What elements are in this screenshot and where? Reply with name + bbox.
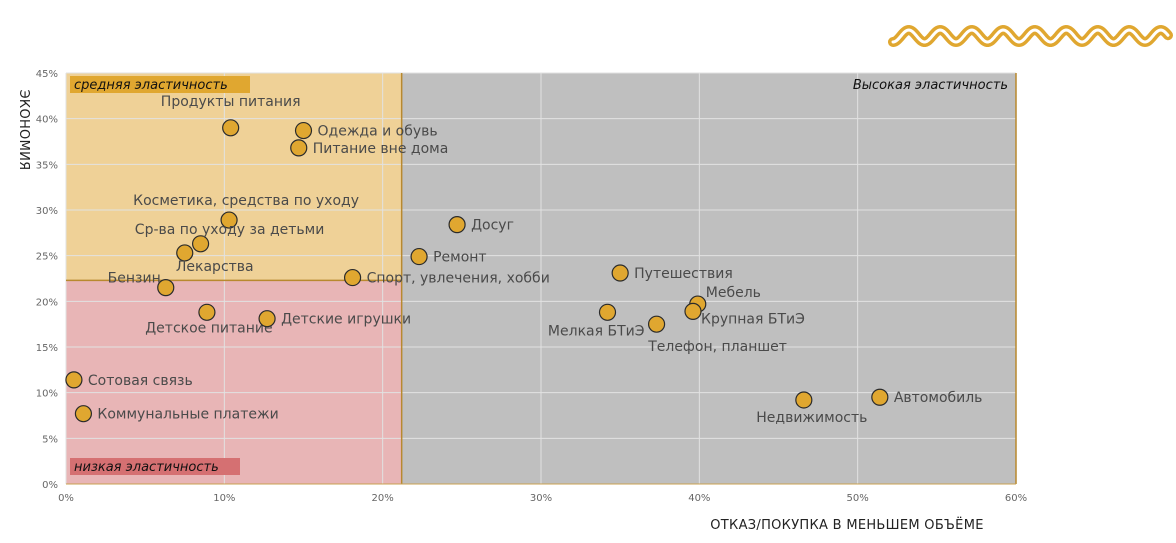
zone-borders	[66, 73, 1017, 485]
data-point	[410, 247, 428, 266]
data-point	[198, 303, 216, 321]
elasticity-zones	[66, 73, 1017, 484]
x-tick-label: 10%	[213, 493, 235, 504]
data-point	[157, 279, 175, 297]
data-point	[176, 244, 194, 262]
data-label: Детские игрушки	[281, 312, 411, 328]
data-label: Лекарства	[176, 259, 254, 275]
zone-low-label: низкая эластичность	[74, 460, 219, 475]
x-tick-label: 20%	[372, 493, 394, 504]
data-label: Бензин	[108, 271, 161, 287]
axis-ticks: 0% 10% 20% 30% 40% 50% 60% 0% 5% 10% 15% 20% 25% 30% 3…	[36, 69, 1027, 504]
zone-low-elasticity	[66, 280, 402, 484]
data-point	[871, 388, 889, 406]
zone-medium-label: средняя эластичность	[74, 78, 228, 93]
data-label: Мелкая БТиЭ	[548, 323, 645, 339]
zone-high-label: Высокая эластичность	[853, 78, 1008, 93]
data-point	[294, 121, 313, 140]
wave-inner	[891, 28, 1170, 44]
data-label: Косметика, средства по уходу	[133, 193, 359, 209]
data-label: Крупная БТиЭ	[701, 311, 805, 327]
data-label: Мебель	[706, 285, 761, 301]
data-point	[611, 264, 629, 282]
x-tick-label: 40%	[688, 493, 710, 504]
zone-low-label-bg	[70, 458, 240, 475]
data-label: Детское питание	[145, 320, 272, 336]
data-point	[220, 211, 238, 229]
y-tick-label: 40%	[36, 115, 58, 126]
x-tick-label: 50%	[847, 493, 869, 504]
y-tick-label: 15%	[36, 343, 58, 354]
data-point	[598, 303, 617, 321]
data-point	[343, 268, 362, 287]
y-tick-label: 45%	[36, 69, 58, 80]
y-tick-label: 0%	[42, 480, 58, 491]
data-label: Ср-ва по уходу за детьми	[135, 222, 325, 238]
data-label: Коммунальные платежи	[97, 407, 278, 423]
data-label: Недвижимость	[756, 410, 867, 426]
data-label: Сотовая связь	[88, 373, 193, 389]
zone-labels: средняя эластичность низкая эластичность В…	[70, 76, 1008, 475]
zone-high-elasticity	[401, 73, 1017, 484]
y-tick-label: 10%	[36, 389, 58, 400]
data-label: Путешествия	[634, 266, 733, 282]
data-label: Питание вне дома	[313, 141, 449, 157]
wave-ornament-icon	[888, 24, 1173, 48]
x-tick-label: 30%	[530, 493, 552, 504]
data-point	[258, 310, 276, 328]
y-tick-label: 20%	[36, 297, 58, 308]
data-label: Телефон, планшет	[647, 339, 787, 355]
data-point	[65, 371, 83, 389]
data-point	[191, 235, 210, 253]
data-point	[290, 139, 308, 157]
x-tick-label: 60%	[1005, 493, 1027, 504]
y-tick-label: 5%	[42, 434, 58, 445]
y-tick-label: 35%	[36, 160, 58, 171]
data-point	[74, 405, 93, 423]
data-point	[684, 302, 702, 320]
zone-medium-elasticity	[66, 73, 402, 281]
data-point	[448, 216, 466, 234]
data-label: Продукты питания	[161, 94, 301, 110]
data-label: Автомобиль	[894, 390, 983, 406]
x-axis-title: ОТКАЗ/ПОКУПКА В МЕНЬШЕМ ОБЪЁМЕ	[710, 517, 983, 533]
data-label: Одежда и обувь	[318, 124, 438, 140]
data-point	[795, 391, 813, 409]
data-point	[647, 315, 666, 333]
y-axis-title: ЭКОНОМИЯ	[16, 90, 31, 171]
y-tick-label: 30%	[36, 206, 58, 217]
data-label: Досуг	[471, 218, 514, 234]
data-label: Ремонт	[433, 250, 487, 266]
data-label: Спорт, увлечения, хобби	[367, 271, 550, 287]
data-point	[222, 119, 240, 137]
x-tick-label: 0%	[58, 493, 74, 504]
y-tick-label: 25%	[36, 252, 58, 263]
zone-medium-label-bg	[70, 76, 250, 93]
